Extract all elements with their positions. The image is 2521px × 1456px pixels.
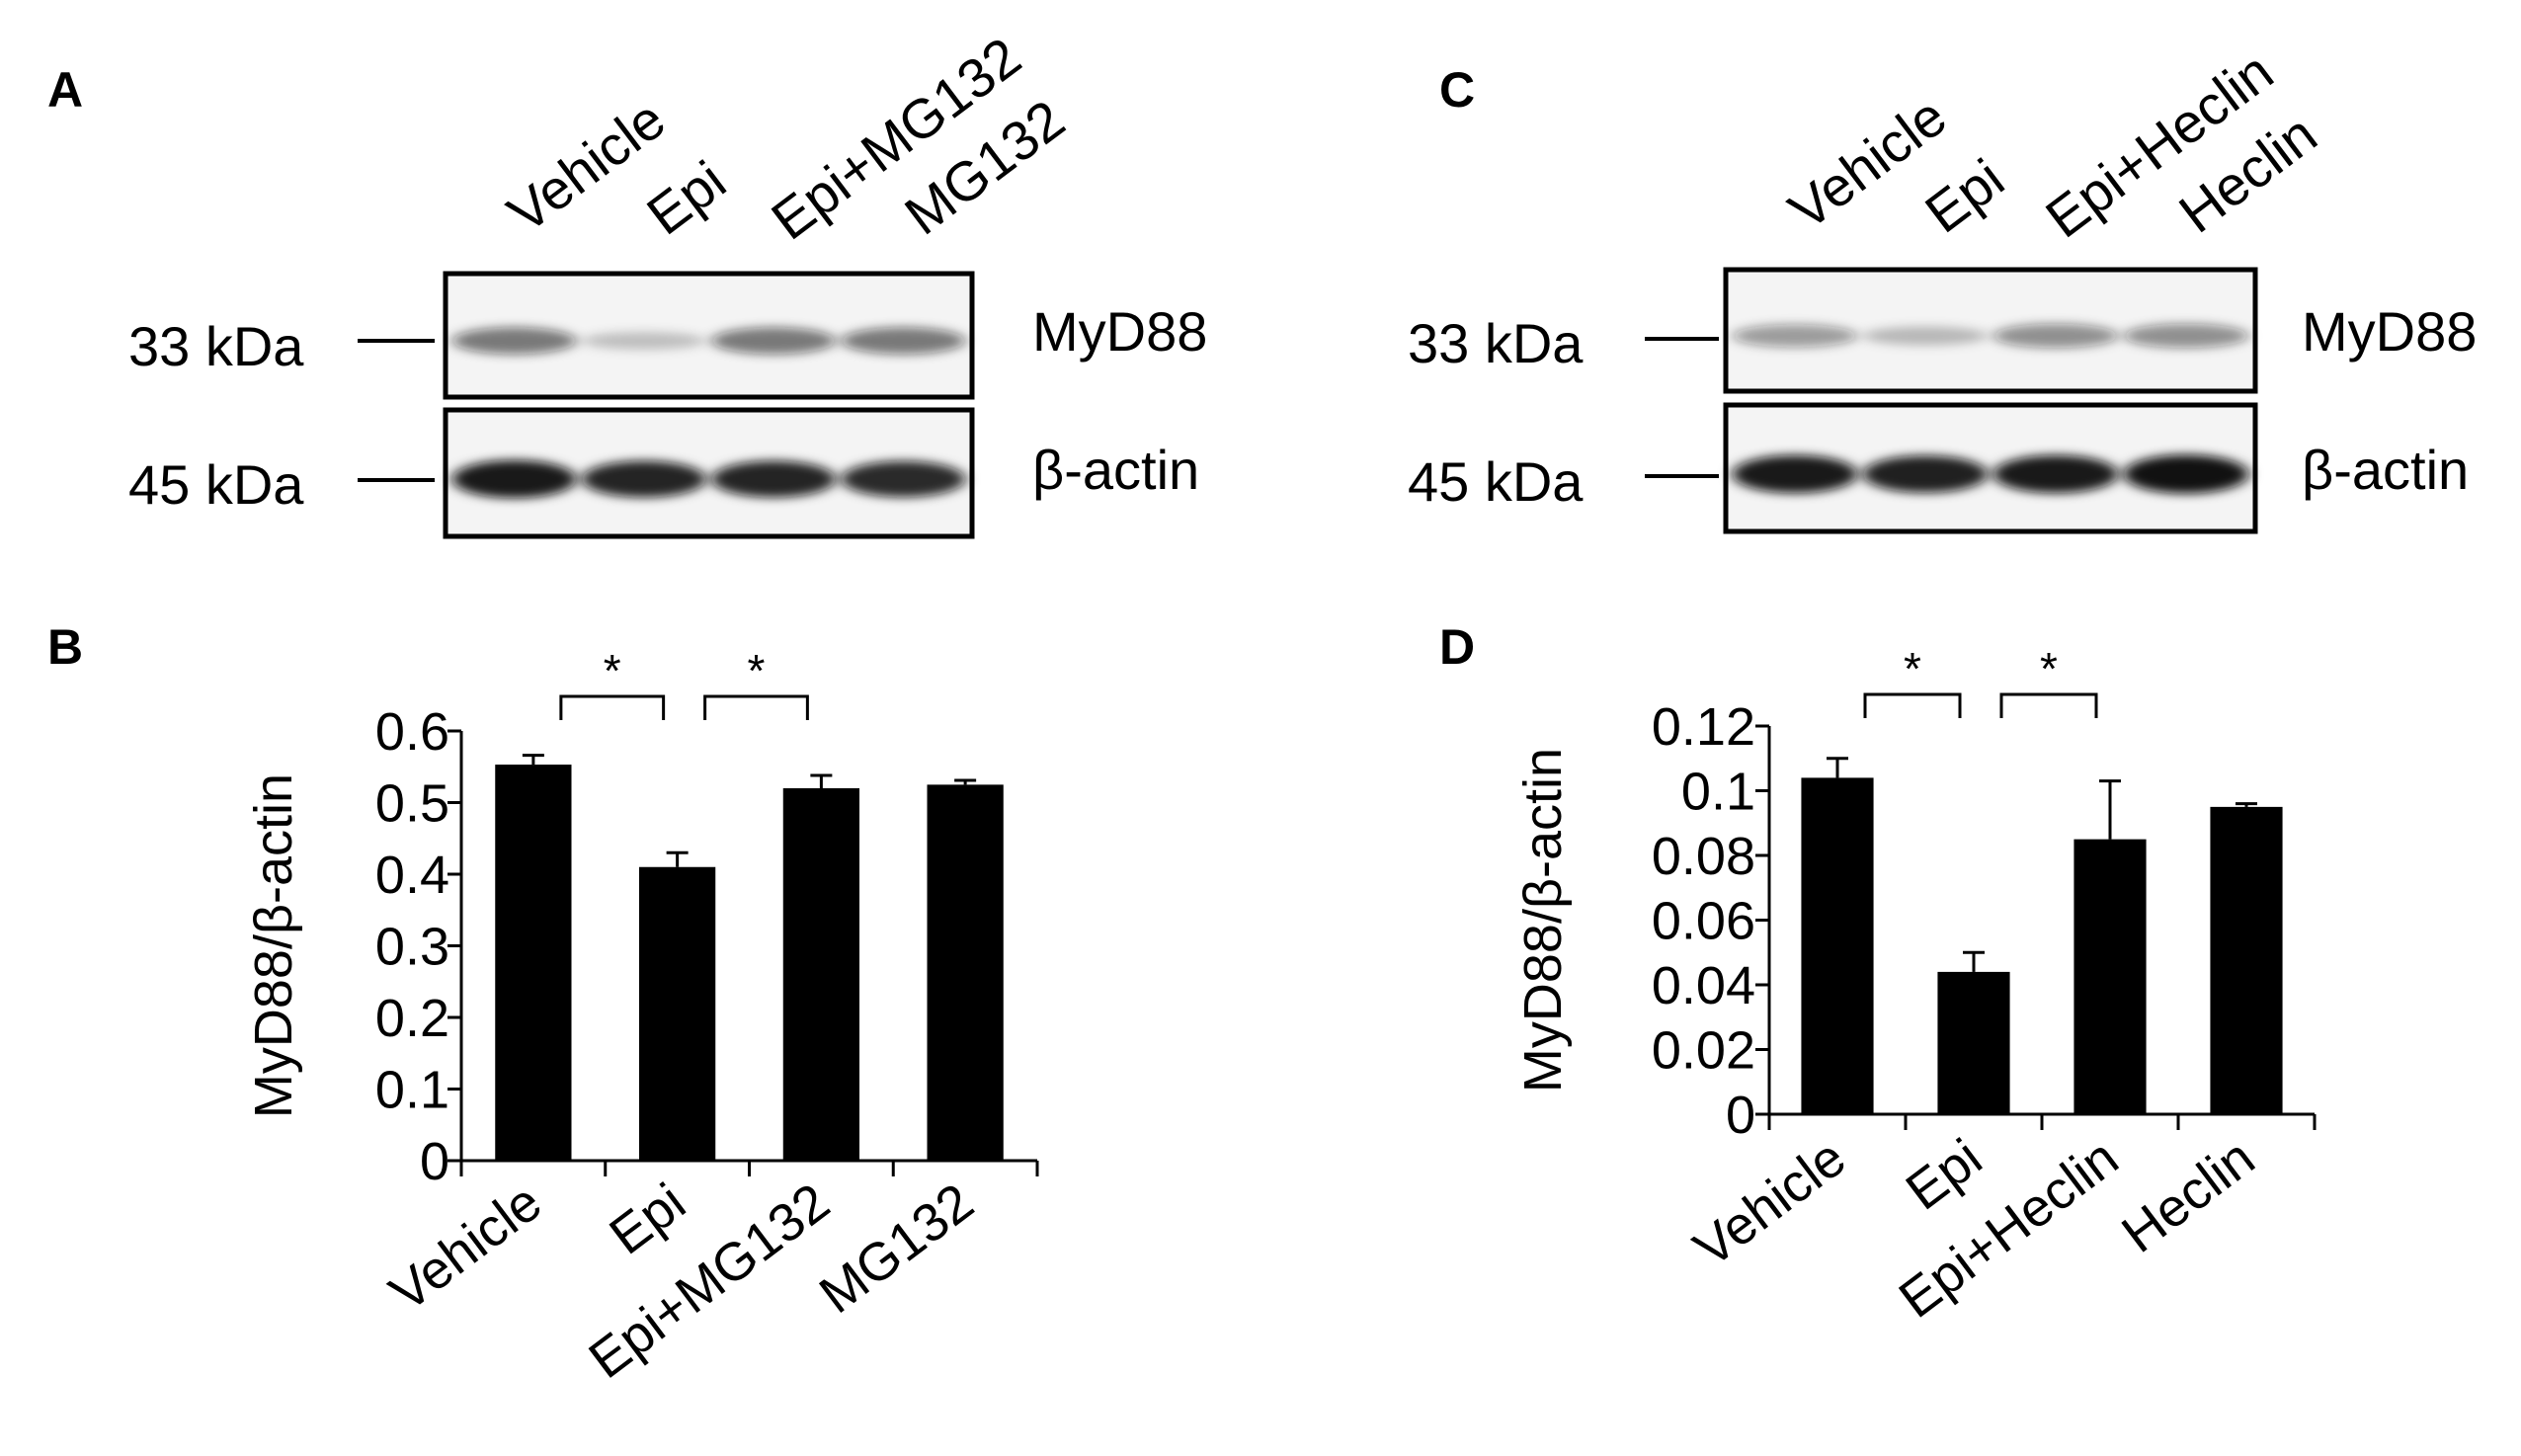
chart-b-y-axis-label: MyD88/β-actin bbox=[244, 773, 303, 1118]
blot-c-row-1-band-2 bbox=[1862, 326, 1989, 346]
blot-c-row-1-band-4 bbox=[2123, 323, 2249, 349]
chart-b-significance-label-1: * bbox=[604, 645, 621, 696]
blot-a-row-2-band-1 bbox=[451, 459, 577, 499]
chart-d-significance-label-2: * bbox=[2040, 643, 2058, 694]
chart-b-significance-bracket-2 bbox=[703, 694, 809, 720]
blot-c-row-2-band-4 bbox=[2123, 454, 2249, 494]
blot-a-row-1-band-3 bbox=[711, 327, 837, 355]
chart-b-y-tick-label: 0.6 bbox=[375, 702, 449, 762]
blot-c-row-2-band-1 bbox=[1732, 454, 1858, 494]
blot-a-row-2-band-3 bbox=[711, 460, 837, 498]
blot-c-row-1-protein: MyD88 bbox=[2302, 300, 2477, 363]
chart-d-y-tick-label: 0.04 bbox=[1652, 956, 1755, 1015]
chart-b-y-tick-label: 0.4 bbox=[375, 846, 449, 905]
chart-b-significance-bracket-1 bbox=[559, 694, 666, 720]
panel-label-b: B bbox=[47, 619, 83, 675]
chart-d-category-label-1: Vehicle bbox=[1683, 1128, 1856, 1279]
blot-c-row-2-protein: β-actin bbox=[2302, 439, 2469, 501]
chart-b-y-tick-label: 0.2 bbox=[375, 989, 449, 1048]
chart-d-y-axis-label: MyD88/β-actin bbox=[1513, 748, 1573, 1092]
blot-c-row-1-bands bbox=[1732, 323, 2249, 349]
chart-b-y-tick-label: 0.5 bbox=[375, 774, 449, 834]
blot-a-row-1-band-1 bbox=[451, 327, 577, 355]
blot-c-row-1-band-1 bbox=[1732, 324, 1858, 348]
chart-b-category-label-1: Vehicle bbox=[379, 1173, 552, 1324]
blot-a-row-1-marker: 33 kDa bbox=[128, 315, 304, 377]
blot-a-lane-1-label: Vehicle bbox=[496, 88, 676, 245]
blot-c-row-1-band-3 bbox=[1992, 323, 2119, 349]
chart-d-category-label-2: Epi bbox=[1896, 1128, 1992, 1222]
chart-b-bar-1 bbox=[495, 765, 572, 1161]
blot-a-row-1-protein: MyD88 bbox=[1032, 300, 1207, 363]
chart-d-significance-bracket-2 bbox=[1999, 692, 2098, 718]
chart-b-category-label-4: MG132 bbox=[809, 1173, 985, 1325]
blot-c-row-2-marker: 45 kDa bbox=[1408, 450, 1584, 513]
chart-d-significance-label-1: * bbox=[1904, 643, 1921, 694]
blot-a-row-2-protein: β-actin bbox=[1032, 439, 1199, 501]
chart-d-bar-1 bbox=[1801, 777, 1874, 1114]
blot-c-lane-2-label: Epi bbox=[1913, 147, 2015, 245]
chart-d-y-tick-label: 0.1 bbox=[1681, 763, 1755, 822]
chart-b-y-tick-label: 0 bbox=[420, 1132, 449, 1191]
blot-c-row-1-marker: 33 kDa bbox=[1408, 312, 1584, 374]
western-blot-a: Vehicle Epi Epi+MG132 MG132 33 kDa MyD88… bbox=[128, 25, 1207, 539]
chart-d-y-tick-label: 0.06 bbox=[1652, 892, 1755, 951]
blot-a-lane-2-label: Epi bbox=[635, 149, 737, 247]
blot-a-row-2-marker: 45 kDa bbox=[128, 453, 304, 516]
chart-d-category-label-4: Heclin bbox=[2111, 1128, 2265, 1264]
chart-b-y-tick-label: 0.3 bbox=[375, 918, 449, 977]
blot-a-row-1-band-2 bbox=[581, 331, 706, 351]
chart-b-bar-2 bbox=[639, 866, 716, 1161]
chart-b-bar-3 bbox=[782, 788, 859, 1161]
blot-c-row-2-band-3 bbox=[1992, 454, 2119, 494]
chart-d-bar-2 bbox=[1937, 971, 2010, 1114]
chart-d-bar-4 bbox=[2210, 806, 2283, 1114]
chart-d-y-tick-label: 0 bbox=[1726, 1086, 1755, 1145]
blot-a-row-2-bands bbox=[451, 459, 966, 499]
blot-a-row-2-band-2 bbox=[581, 460, 706, 498]
blot-a-row-1-bands bbox=[451, 327, 966, 355]
chart-d-bar-3 bbox=[2074, 839, 2147, 1114]
blot-a-row-2-band-4 bbox=[841, 460, 966, 498]
blot-c-row-2-band-2 bbox=[1862, 455, 1989, 493]
panel-label-a: A bbox=[47, 62, 83, 118]
chart-b-significance-label-2: * bbox=[748, 645, 766, 696]
western-blot-c: Vehicle Epi Epi+Heclin Heclin 33 kDa MyD… bbox=[1408, 40, 2477, 534]
chart-b-bar-4 bbox=[927, 784, 1004, 1161]
chart-d-y-tick-label: 0.12 bbox=[1652, 697, 1755, 757]
bar-chart-b: 0 0.1 0.2 0.3 0.4 0.5 0.6 MyD88/β-actin Vehicle E… bbox=[244, 645, 1039, 1390]
chart-b-category-label-2: Epi bbox=[599, 1173, 695, 1266]
chart-b-y-tick-label: 0.1 bbox=[375, 1061, 449, 1120]
panel-label-c: C bbox=[1439, 62, 1475, 118]
bar-chart-d: 00.02 0.040.06 0.080.1 0.12 MyD88/β-actin Veh… bbox=[1513, 643, 2317, 1330]
chart-d-significance-bracket-1 bbox=[1863, 692, 1962, 718]
blot-a-row-1-band-4 bbox=[841, 327, 966, 355]
blot-c-row-2-bands bbox=[1732, 454, 2249, 494]
chart-d-y-tick-label: 0.08 bbox=[1652, 827, 1755, 886]
chart-d-y-tick-label: 0.02 bbox=[1652, 1021, 1755, 1081]
panel-label-d: D bbox=[1439, 619, 1475, 675]
